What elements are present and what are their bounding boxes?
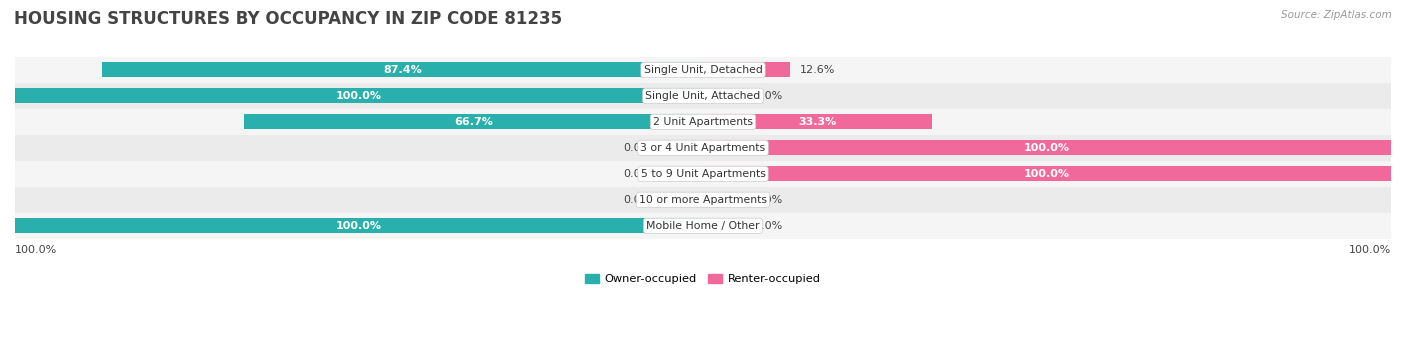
Text: 5 to 9 Unit Apartments: 5 to 9 Unit Apartments (641, 169, 765, 179)
Text: 0.0%: 0.0% (623, 143, 651, 153)
Bar (662, 140, 703, 155)
Bar (703, 192, 744, 207)
Bar (703, 114, 932, 130)
Text: 100.0%: 100.0% (1024, 143, 1070, 153)
Bar (15, 135, 1391, 161)
Text: Source: ZipAtlas.com: Source: ZipAtlas.com (1281, 10, 1392, 20)
Text: HOUSING STRUCTURES BY OCCUPANCY IN ZIP CODE 81235: HOUSING STRUCTURES BY OCCUPANCY IN ZIP C… (14, 10, 562, 28)
Bar (15, 161, 1391, 187)
Bar (15, 218, 703, 233)
Text: 2 Unit Apartments: 2 Unit Apartments (652, 117, 754, 127)
Bar (703, 88, 744, 103)
Text: 0.0%: 0.0% (755, 91, 783, 101)
Text: 0.0%: 0.0% (755, 195, 783, 205)
Text: Single Unit, Attached: Single Unit, Attached (645, 91, 761, 101)
Bar (662, 192, 703, 207)
Text: 0.0%: 0.0% (623, 169, 651, 179)
Bar (15, 88, 703, 103)
Text: 100.0%: 100.0% (1024, 169, 1070, 179)
Text: 3 or 4 Unit Apartments: 3 or 4 Unit Apartments (641, 143, 765, 153)
Bar (15, 187, 1391, 213)
Text: 100.0%: 100.0% (336, 221, 382, 231)
Bar (245, 114, 703, 130)
Text: 0.0%: 0.0% (755, 221, 783, 231)
Bar (101, 62, 703, 77)
Bar (662, 166, 703, 181)
Bar (703, 218, 744, 233)
Text: 33.3%: 33.3% (799, 117, 837, 127)
Text: 10 or more Apartments: 10 or more Apartments (638, 195, 768, 205)
Text: 87.4%: 87.4% (382, 65, 422, 75)
Bar (15, 109, 1391, 135)
Legend: Owner-occupied, Renter-occupied: Owner-occupied, Renter-occupied (585, 274, 821, 284)
Text: Single Unit, Detached: Single Unit, Detached (644, 65, 762, 75)
Bar (15, 213, 1391, 239)
Text: 100.0%: 100.0% (1348, 245, 1391, 255)
Bar (703, 140, 1391, 155)
Text: 100.0%: 100.0% (15, 245, 58, 255)
Bar (703, 166, 1391, 181)
Bar (15, 83, 1391, 109)
Text: 66.7%: 66.7% (454, 117, 494, 127)
Text: 12.6%: 12.6% (800, 65, 835, 75)
Text: Mobile Home / Other: Mobile Home / Other (647, 221, 759, 231)
Text: 0.0%: 0.0% (623, 195, 651, 205)
Bar (703, 62, 790, 77)
Bar (15, 57, 1391, 83)
Text: 100.0%: 100.0% (336, 91, 382, 101)
